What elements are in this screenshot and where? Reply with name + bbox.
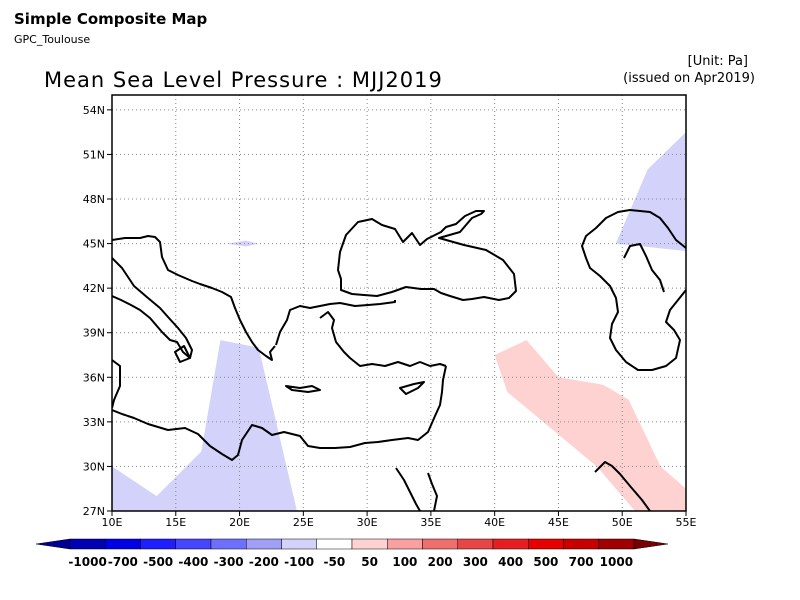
x-tick-label: 35E xyxy=(420,516,441,529)
y-tick-label: 36N xyxy=(83,371,105,384)
colorbar-swatch xyxy=(210,538,247,550)
colorbar-swatch xyxy=(528,538,564,550)
y-tick-label: 30N xyxy=(83,460,105,473)
colorbar-swatch xyxy=(316,538,353,550)
crete-coast xyxy=(285,385,321,393)
colorbar-swatch xyxy=(457,538,494,550)
colorbar-label: -700 xyxy=(108,555,138,569)
colorbar-swatch xyxy=(422,538,458,550)
colorbar-label: -1000 xyxy=(68,555,106,569)
colorbar-swatch xyxy=(387,538,423,550)
x-tick-label: 30E xyxy=(357,516,378,529)
colorbar-label: -400 xyxy=(178,555,208,569)
greece-coast xyxy=(275,300,396,346)
colorbar-label: 1000 xyxy=(600,555,633,569)
colorbar-swatch xyxy=(246,538,282,550)
colorbar-swatch xyxy=(140,538,176,550)
colorbar-swatch xyxy=(175,538,212,550)
colorbar-label: -500 xyxy=(143,555,173,569)
colorbar: -1000 -700 -500 -400 -300 -200 -100 -50 50 100 200… xyxy=(35,538,669,569)
colorbar-label: 50 xyxy=(361,555,378,569)
product-title: Simple Composite Map xyxy=(14,10,208,28)
colorbar-swatch xyxy=(563,538,599,550)
unit-label: [Unit: Pa] xyxy=(687,54,748,69)
y-tick-label: 39N xyxy=(83,327,105,340)
y-tick-label: 45N xyxy=(83,238,105,251)
anomaly-region-2 xyxy=(226,240,259,247)
colorbar-label: -300 xyxy=(214,555,244,569)
colorbar-swatch xyxy=(281,538,317,550)
colorbar-swatch xyxy=(105,538,141,550)
x-tick-label: 20E xyxy=(229,516,250,529)
anomaly-region-1 xyxy=(615,132,686,251)
arabia-gulf-coast xyxy=(594,461,651,511)
colorbar-max-arrow xyxy=(633,538,669,550)
x-tick-label: 40E xyxy=(484,516,505,529)
map-title: Mean Sea Level Pressure : MJJ2019 xyxy=(44,68,443,92)
sinai-coast xyxy=(427,472,438,511)
x-tick-label: 25E xyxy=(293,516,314,529)
caspian-coast xyxy=(581,209,686,371)
y-tick-label: 42N xyxy=(83,282,105,295)
y-tick-label: 54N xyxy=(83,104,105,117)
colorbar-swatch xyxy=(351,538,388,550)
y-tick-label: 27N xyxy=(83,505,105,518)
colorbar-label: -200 xyxy=(249,555,279,569)
x-tick-label: 45E xyxy=(548,516,569,529)
aegean-coast xyxy=(319,311,447,367)
y-tick-label: 51N xyxy=(83,148,105,161)
y-tick-label: 48N xyxy=(83,193,105,206)
x-tick-label: 15E xyxy=(165,516,186,529)
black-sea-coast xyxy=(337,210,517,301)
x-tick-label: 55E xyxy=(676,516,697,529)
caspian-inner xyxy=(623,243,665,293)
adriatic-east-coast xyxy=(112,235,276,361)
anomaly-region-0 xyxy=(112,340,297,511)
colorbar-min-arrow xyxy=(35,538,71,550)
red-sea-coast xyxy=(395,467,421,511)
colorbar-label: 400 xyxy=(498,555,523,569)
colorbar-label: -50 xyxy=(324,555,346,569)
grid-lines xyxy=(112,95,686,511)
latitude-ticks: 27N 30N 33N 36N 39N 42N 45N 48N 51N 54N xyxy=(83,104,112,518)
colorbar-label: -100 xyxy=(284,555,314,569)
italy-adriatic-coast xyxy=(112,257,193,359)
map-frame xyxy=(111,94,687,512)
coastlines xyxy=(112,209,686,511)
colorbar-swatch xyxy=(598,538,635,550)
colorbar-label: 700 xyxy=(569,555,594,569)
colorbar-swatch xyxy=(69,538,106,550)
colorbar-label: 200 xyxy=(428,555,453,569)
anomaly-region-3 xyxy=(494,340,686,511)
cyprus-coast xyxy=(399,381,425,395)
longitude-ticks: 10E 15E 20E 25E 30E 35E 40E 45E 50E 55E xyxy=(102,511,697,529)
sicily-coast xyxy=(174,345,191,363)
issued-label: (issued on Apr2019) xyxy=(623,71,755,86)
colorbar-label: 100 xyxy=(392,555,417,569)
colorbar-label: 500 xyxy=(533,555,558,569)
y-tick-label: 33N xyxy=(83,416,105,429)
product-source: GPC_Toulouse xyxy=(14,33,91,46)
anomaly-layer xyxy=(112,132,686,511)
x-tick-label: 10E xyxy=(102,516,123,529)
africa-coast xyxy=(112,365,447,461)
colorbar-label: 300 xyxy=(463,555,488,569)
sardinia-coast xyxy=(112,359,121,409)
colorbar-swatch xyxy=(492,538,529,550)
x-tick-label: 50E xyxy=(612,516,633,529)
